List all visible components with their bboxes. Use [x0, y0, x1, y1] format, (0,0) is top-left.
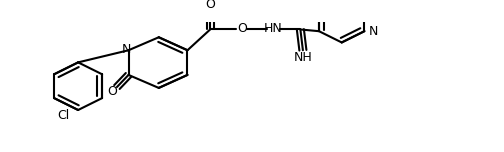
- Text: Cl: Cl: [57, 109, 69, 122]
- Text: O: O: [107, 85, 117, 98]
- Text: NH: NH: [293, 51, 312, 64]
- Text: HN: HN: [263, 22, 282, 35]
- Text: N: N: [369, 25, 378, 38]
- Text: O: O: [205, 0, 215, 11]
- Text: O: O: [237, 22, 247, 35]
- Text: N: N: [121, 43, 131, 56]
